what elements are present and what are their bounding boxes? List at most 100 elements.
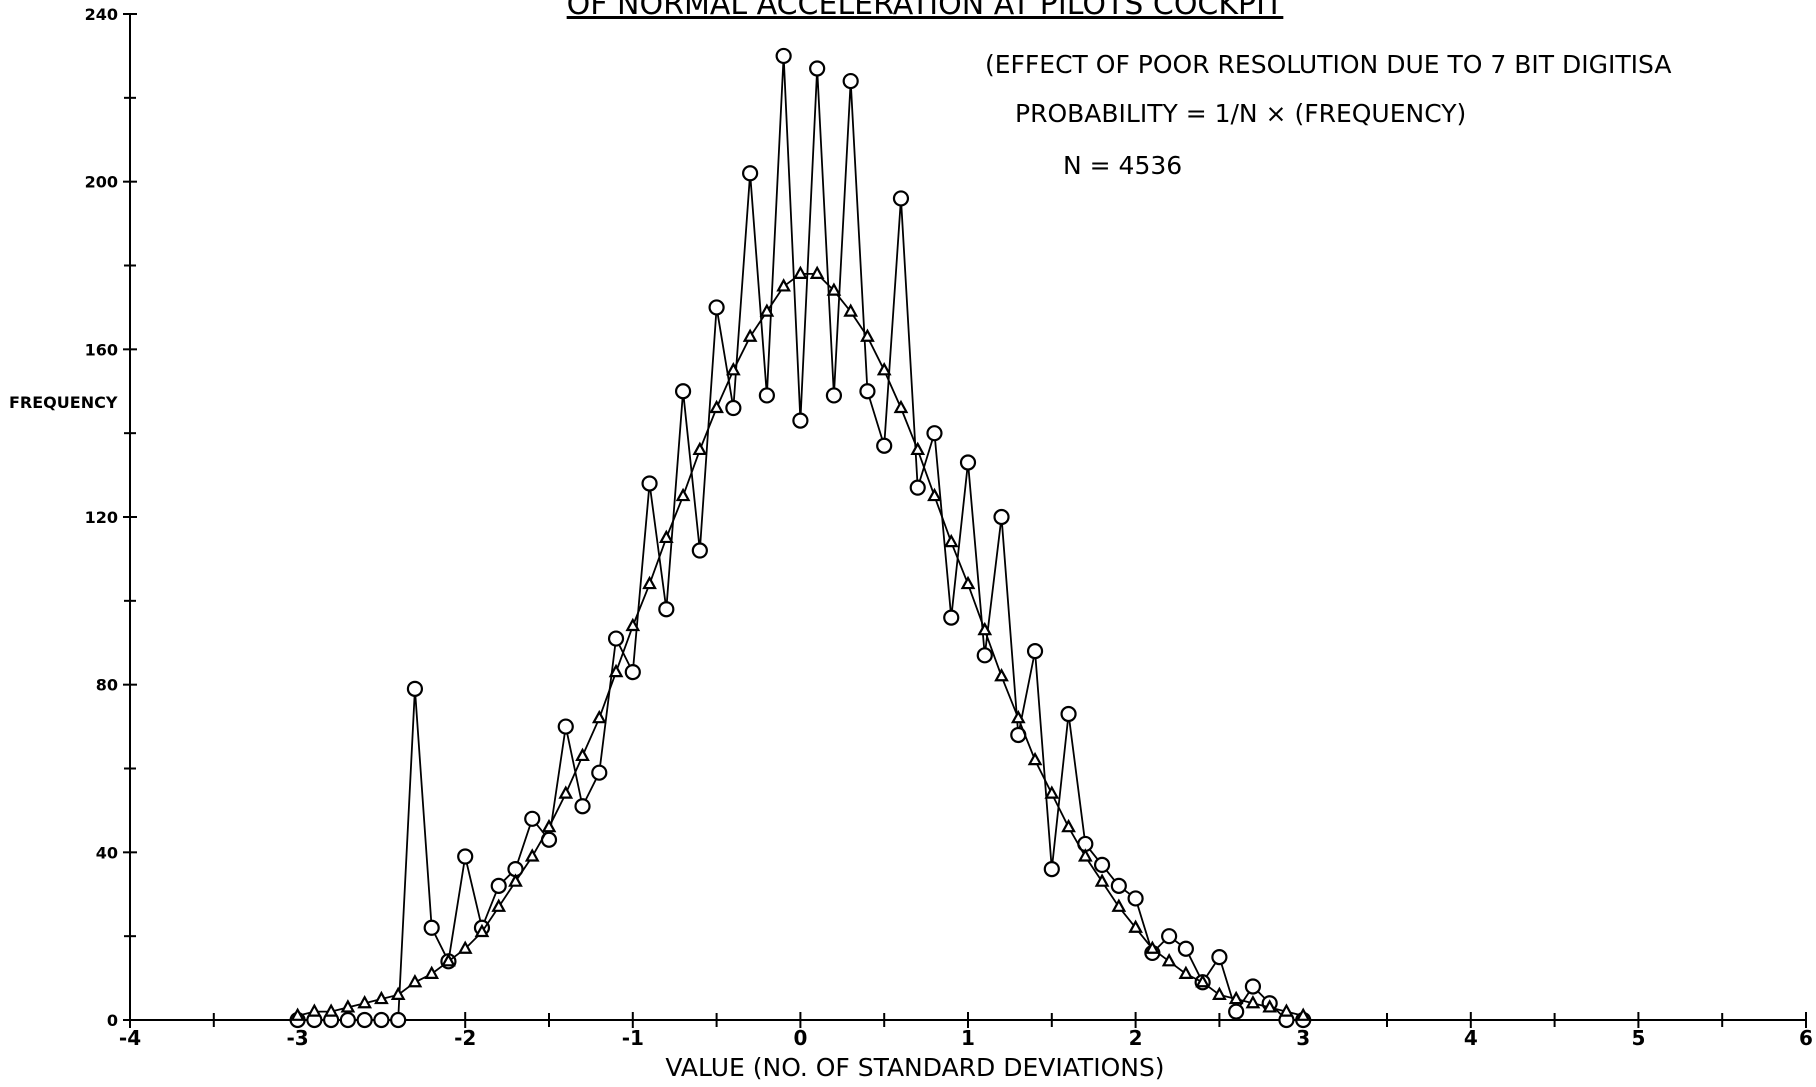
chart-title: OF NORMAL ACCELERATION AT PILOTS COCKPIT — [567, 0, 1284, 22]
point-marker — [1060, 705, 1077, 723]
point-marker — [1195, 973, 1211, 988]
point-marker — [390, 1011, 407, 1029]
x-tick-label: -3 — [286, 1026, 308, 1050]
point-marker — [775, 47, 792, 65]
point-marker — [1127, 890, 1144, 907]
point-marker — [1111, 898, 1127, 912]
point-marker — [1061, 818, 1076, 833]
x-tick-label: 6 — [1799, 1026, 1813, 1050]
point-marker — [1110, 877, 1127, 894]
series-line — [297, 272, 1304, 1017]
point-marker — [390, 986, 406, 1000]
y-tick-label: 200 — [85, 173, 118, 192]
point-marker — [641, 475, 658, 492]
point-marker — [859, 383, 876, 400]
point-marker — [725, 362, 741, 376]
point-marker — [1161, 953, 1177, 967]
point-marker — [340, 999, 356, 1013]
point-marker — [290, 1007, 305, 1021]
y-tick-label: 160 — [85, 340, 118, 359]
x-tick-label: 4 — [1464, 1026, 1478, 1050]
point-marker — [977, 621, 993, 636]
x-tick-label: 3 — [1296, 1026, 1310, 1050]
point-marker — [474, 923, 490, 938]
point-marker — [1044, 785, 1060, 799]
point-marker — [1244, 978, 1262, 995]
point-marker — [960, 575, 976, 590]
x-tick-label: 2 — [1129, 1026, 1143, 1050]
point-marker — [524, 848, 540, 862]
point-marker — [1043, 860, 1060, 878]
point-marker — [1211, 949, 1228, 966]
x-axis-label: VALUE (NO. OF STANDARD DEVIATIONS) — [665, 1053, 1164, 1082]
point-marker — [1077, 848, 1093, 862]
point-marker — [373, 1011, 390, 1029]
point-marker — [1178, 965, 1194, 979]
point-marker — [1228, 1003, 1245, 1020]
point-marker — [692, 441, 708, 456]
point-marker — [691, 542, 708, 559]
x-tick-label: 0 — [793, 1026, 807, 1050]
point-marker — [591, 709, 607, 724]
point-marker — [441, 953, 456, 967]
point-marker — [927, 487, 942, 502]
point-marker — [1228, 990, 1244, 1005]
point-marker — [993, 508, 1010, 526]
annotation: N = 4536 — [1063, 151, 1182, 180]
point-marker — [457, 940, 473, 954]
series-line — [297, 55, 1304, 1021]
point-marker — [490, 877, 507, 894]
point-marker — [658, 529, 674, 544]
point-marker — [1027, 751, 1043, 766]
point-marker — [424, 965, 440, 979]
annotation: PROBABILITY = 1/N × (FREQUENCY) — [1015, 99, 1466, 128]
point-marker — [1177, 940, 1194, 957]
point-marker — [323, 1003, 339, 1017]
point-marker — [959, 454, 977, 471]
point-marker — [407, 973, 423, 988]
y-tick-label: 240 — [85, 5, 118, 24]
point-marker — [625, 617, 641, 632]
point-marker — [608, 663, 624, 678]
point-marker — [674, 383, 692, 400]
point-marker — [1161, 928, 1178, 945]
point-marker — [926, 425, 943, 442]
point-marker — [758, 387, 775, 404]
point-marker — [792, 412, 809, 429]
point-marker — [994, 668, 1009, 682]
x-tick-label: 1 — [961, 1026, 975, 1050]
point-marker — [508, 873, 523, 887]
point-marker — [557, 718, 574, 735]
point-marker — [541, 818, 557, 833]
point-marker — [776, 278, 792, 292]
point-marker — [356, 1011, 373, 1029]
point-marker — [759, 303, 775, 317]
point-marker — [910, 441, 926, 456]
point-marker — [374, 990, 389, 1005]
point-marker — [909, 479, 926, 496]
point-marker — [1026, 643, 1044, 660]
point-marker — [591, 764, 608, 781]
point-marker — [943, 533, 959, 548]
point-marker — [976, 647, 993, 664]
point-marker — [725, 399, 742, 417]
point-marker — [357, 994, 373, 1009]
point-marker — [1245, 994, 1261, 1009]
point-marker — [524, 810, 541, 827]
x-tick-label: -4 — [119, 1026, 141, 1050]
point-marker — [826, 282, 842, 296]
y-tick-label: 40 — [96, 843, 118, 862]
point-marker — [306, 1003, 322, 1017]
point-marker — [708, 299, 725, 316]
point-marker — [607, 630, 625, 647]
annotation: (EFFECT OF POOR RESOLUTION DUE TO 7 BIT … — [985, 50, 1671, 79]
point-marker — [1094, 873, 1110, 887]
point-marker — [423, 919, 440, 936]
point-marker — [1128, 919, 1143, 933]
point-marker — [893, 399, 909, 414]
y-tick-label: 0 — [107, 1011, 118, 1030]
point-marker — [1144, 940, 1160, 954]
point-marker — [339, 1011, 356, 1029]
